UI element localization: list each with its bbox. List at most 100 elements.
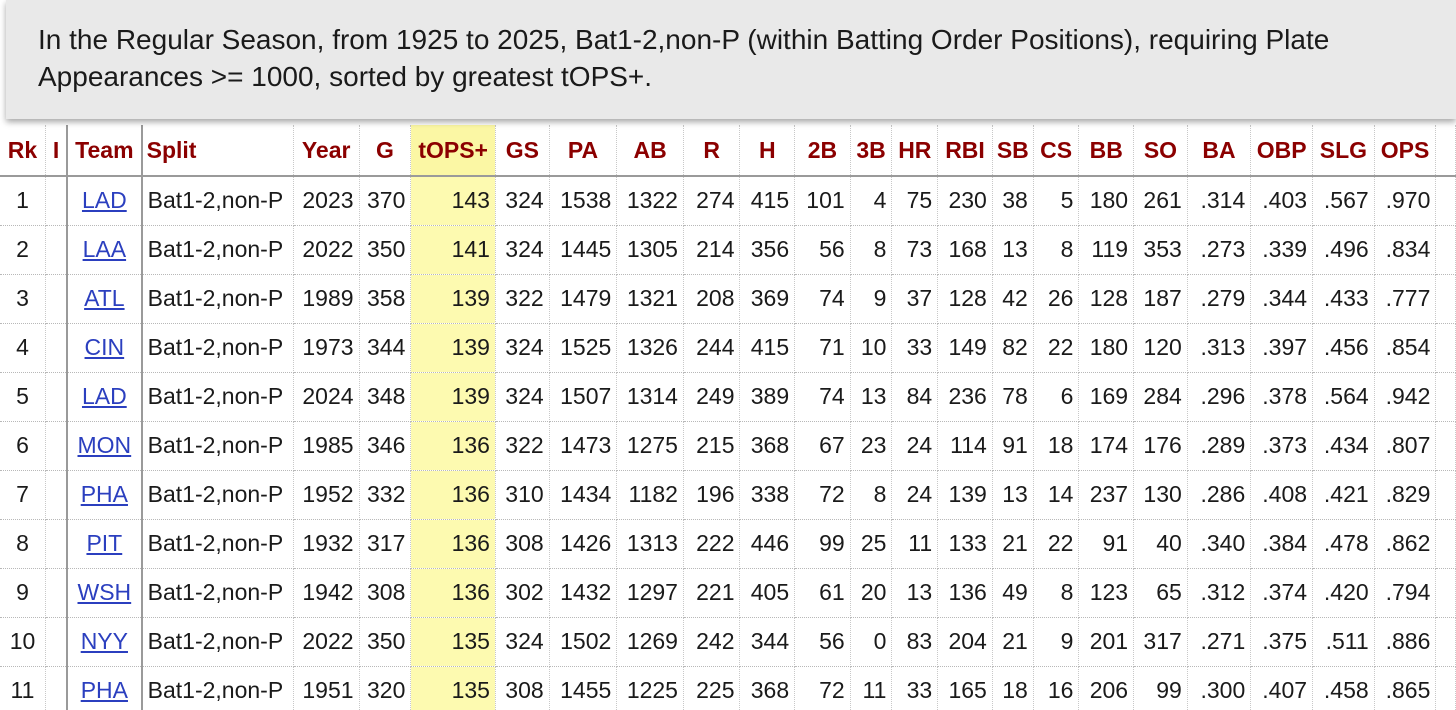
table-row: 11 PHA Bat1-2,non-P 1951 320 135 308 1455 1225 22… <box>0 666 1456 710</box>
col-header-so[interactable]: SO <box>1133 125 1188 177</box>
cell-rk: 10 <box>0 617 46 667</box>
table-row: 2 LAA Bat1-2,non-P 2022 350 141 324 1445 1305 214… <box>0 225 1456 275</box>
cell-hr: 33 <box>891 666 939 710</box>
cell-pa: 1525 <box>549 323 618 373</box>
col-header-h[interactable]: H <box>739 125 796 177</box>
cell-split: Bat1-2,non-P <box>140 176 294 226</box>
table-row: 4 CIN Bat1-2,non-P 1973 344 139 324 1525 1326 244… <box>0 323 1456 373</box>
cell-rk: 9 <box>0 568 46 618</box>
team-link[interactable]: WSH <box>77 579 132 605</box>
cell-bb: 174 <box>1078 421 1135 471</box>
team-link[interactable]: PHA <box>80 677 128 703</box>
cell-i <box>45 274 68 324</box>
table-body: 1 LAD Bat1-2,non-P 2023 370 143 324 1538 1322 274… <box>0 176 1456 710</box>
col-header-ab[interactable]: AB <box>616 125 684 177</box>
cell-rbi: 139 <box>937 470 993 520</box>
cell-team: LAA <box>66 225 143 275</box>
team-link[interactable]: ATL <box>84 285 125 311</box>
team-link[interactable]: MON <box>77 432 132 458</box>
col-header-3b[interactable]: 3B <box>850 125 893 177</box>
cell-g: 317 <box>359 519 412 569</box>
query-description-text: In the Regular Season, from 1925 to 2025… <box>38 24 1330 92</box>
cell-rbi: 204 <box>937 617 993 667</box>
cell-so: 353 <box>1133 225 1188 275</box>
col-header-g[interactable]: G <box>359 125 412 177</box>
cell-r: 274 <box>683 176 741 226</box>
cell-ba: .312 <box>1187 568 1252 618</box>
cell-3b: 8 <box>850 225 893 275</box>
col-header-rk[interactable]: Rk <box>0 125 46 177</box>
cell-rk: 7 <box>0 470 46 520</box>
cell-ops: .777 <box>1374 274 1437 324</box>
cell-bb: 128 <box>1078 274 1135 324</box>
team-link[interactable]: LAA <box>82 236 127 262</box>
cell-h: 415 <box>739 323 796 373</box>
col-header-overflow <box>1435 125 1456 177</box>
col-header-bb[interactable]: BB <box>1078 125 1135 177</box>
cell-i <box>45 666 68 710</box>
cell-bb: 123 <box>1078 568 1135 618</box>
cell-3b: 11 <box>850 666 893 710</box>
cell-bb: 91 <box>1078 519 1135 569</box>
cell-rk: 6 <box>0 421 46 471</box>
col-header-tops-plus[interactable]: tOPS+ <box>410 125 496 177</box>
cell-cs: 9 <box>1033 617 1080 667</box>
team-link[interactable]: PIT <box>86 530 123 556</box>
cell-cs: 14 <box>1033 470 1080 520</box>
cell-overflow <box>1435 617 1456 667</box>
cell-h: 415 <box>739 176 796 226</box>
cell-ba: .296 <box>1187 372 1252 422</box>
col-header-year[interactable]: Year <box>293 125 360 177</box>
cell-bb: 201 <box>1078 617 1135 667</box>
cell-rbi: 136 <box>937 568 993 618</box>
col-header-2b[interactable]: 2B <box>794 125 851 177</box>
cell-slg: .511 <box>1312 617 1375 667</box>
col-header-slg[interactable]: SLG <box>1312 125 1375 177</box>
col-header-team[interactable]: Team <box>66 125 143 177</box>
cell-r: 196 <box>683 470 741 520</box>
cell-sb: 78 <box>992 372 1034 422</box>
col-header-ops[interactable]: OPS <box>1374 125 1437 177</box>
cell-rk: 2 <box>0 225 46 275</box>
cell-ops: .865 <box>1374 666 1437 710</box>
cell-pa: 1434 <box>549 470 618 520</box>
cell-hr: 24 <box>891 470 939 520</box>
cell-so: 65 <box>1133 568 1188 618</box>
cell-obp: .373 <box>1250 421 1314 471</box>
team-link[interactable]: NYY <box>80 628 128 654</box>
cell-ops: .970 <box>1374 176 1437 226</box>
col-header-split[interactable]: Split <box>140 125 294 177</box>
cell-rk: 1 <box>0 176 46 226</box>
cell-split: Bat1-2,non-P <box>140 568 294 618</box>
col-header-hr[interactable]: HR <box>891 125 939 177</box>
col-header-rbi[interactable]: RBI <box>937 125 993 177</box>
col-header-i[interactable]: I <box>45 125 68 177</box>
cell-cs: 8 <box>1033 568 1080 618</box>
cell-ab: 1305 <box>616 225 684 275</box>
team-link[interactable]: LAD <box>81 383 127 409</box>
col-header-ba[interactable]: BA <box>1187 125 1252 177</box>
col-header-gs[interactable]: GS <box>495 125 550 177</box>
cell-ops: .886 <box>1374 617 1437 667</box>
team-link[interactable]: LAD <box>81 187 127 214</box>
cell-3b: 20 <box>850 568 893 618</box>
cell-tops-plus: 135 <box>410 617 496 667</box>
cell-3b: 9 <box>850 274 893 324</box>
cell-bb: 206 <box>1078 666 1135 710</box>
team-link[interactable]: CIN <box>84 334 125 360</box>
col-header-obp[interactable]: OBP <box>1250 125 1314 177</box>
cell-hr: 37 <box>891 274 939 324</box>
col-header-pa[interactable]: PA <box>549 125 618 177</box>
col-header-cs[interactable]: CS <box>1033 125 1080 177</box>
col-header-r[interactable]: R <box>683 125 741 177</box>
cell-3b: 13 <box>850 372 893 422</box>
cell-pa: 1455 <box>549 666 618 710</box>
cell-split: Bat1-2,non-P <box>140 519 294 569</box>
col-header-sb[interactable]: SB <box>992 125 1034 177</box>
cell-team: LAD <box>66 372 143 422</box>
cell-r: 208 <box>683 274 741 324</box>
team-link[interactable]: PHA <box>80 481 128 507</box>
table-row: 3 ATL Bat1-2,non-P 1989 358 139 322 1479 1321 208… <box>0 274 1456 324</box>
cell-hr: 24 <box>891 421 939 471</box>
cell-rk: 3 <box>0 274 46 324</box>
